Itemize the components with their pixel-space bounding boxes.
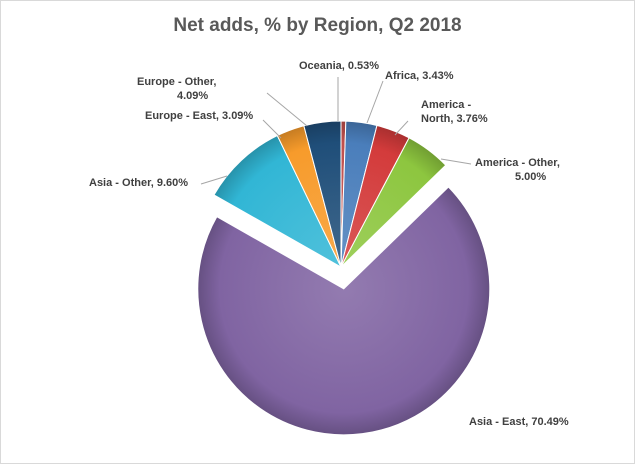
data-label-line: Africa, 3.43% xyxy=(385,70,454,82)
data-label-asia-east: Asia - East, 70.49% xyxy=(469,416,569,428)
pie-slice-europe-other xyxy=(303,120,342,268)
pie-slice-america-other xyxy=(340,137,447,268)
data-label-line: Europe - Other, xyxy=(137,76,216,88)
data-label-africa: Africa, 3.43% xyxy=(385,70,454,82)
data-label-line: North, 3.76% xyxy=(421,113,488,125)
pie-slice-asia-east xyxy=(197,186,491,436)
data-label-america-north: America - North, 3.76% xyxy=(421,99,488,125)
data-label-line: Europe - East, 3.09% xyxy=(145,110,253,122)
pie-slice-asia-other xyxy=(213,134,343,269)
data-label-oceania: Oceania, 0.53% xyxy=(299,60,379,72)
data-label-line: America - xyxy=(421,99,471,111)
chart-title: Net adds, % by Region, Q2 2018 xyxy=(173,15,462,36)
data-label-line: 4.09% xyxy=(177,90,208,102)
data-label-europe-east: Europe - East, 3.09% xyxy=(145,110,253,122)
data-label-line: 5.00% xyxy=(515,171,546,183)
leader-line-america-other xyxy=(440,158,472,165)
data-label-asia-other: Asia - Other, 9.60% xyxy=(89,177,188,189)
data-label-line: Asia - Other, 9.60% xyxy=(89,177,188,189)
leader-line-europe-east xyxy=(262,119,282,139)
data-labels: Oceania, 0.53% Africa, 3.43% America - Nort… xyxy=(89,60,569,428)
leader-line-asia-other xyxy=(200,175,228,185)
leader-line-europe-other xyxy=(266,92,308,127)
leader-line-africa xyxy=(366,80,384,124)
data-label-line: America - Other, xyxy=(475,157,560,169)
pie-slices xyxy=(197,120,491,436)
leader-line-america-north xyxy=(394,120,409,136)
data-label-line: Asia - East, 70.49% xyxy=(469,416,569,428)
leader-lines xyxy=(200,77,472,185)
data-label-europe-other: Europe - Other, 4.09% xyxy=(137,76,216,102)
data-label-america-other: America - Other, 5.00% xyxy=(475,157,560,183)
data-label-line: Oceania, 0.53% xyxy=(299,60,379,72)
